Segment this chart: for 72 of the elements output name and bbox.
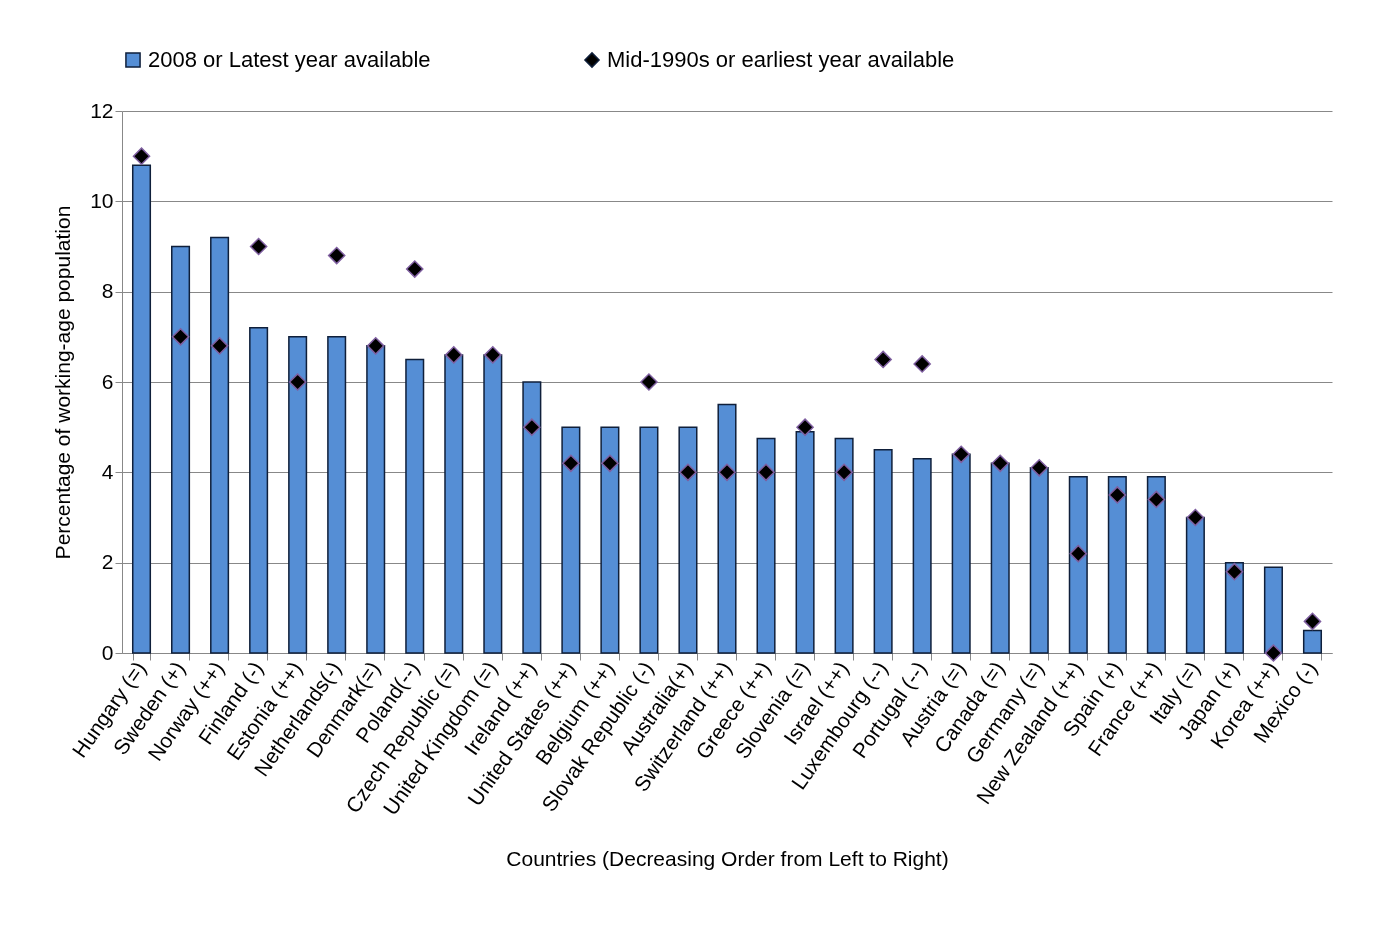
y-axis-title: Percentage of working-age population bbox=[51, 205, 75, 560]
point bbox=[562, 454, 580, 473]
point bbox=[483, 346, 502, 364]
point bbox=[1264, 644, 1283, 662]
bar bbox=[444, 354, 464, 654]
y-tick-label: 6 bbox=[101, 369, 114, 393]
bar bbox=[210, 236, 230, 654]
bar bbox=[522, 381, 542, 654]
y-tick-label: 4 bbox=[101, 459, 114, 483]
bar bbox=[639, 426, 659, 654]
point bbox=[1069, 544, 1088, 563]
bar bbox=[717, 403, 737, 654]
x-axis-title: Countries (Decreasing Order from Left to Right) bbox=[506, 846, 949, 870]
point bbox=[327, 246, 346, 265]
bar bbox=[951, 453, 971, 654]
bar bbox=[1068, 476, 1088, 654]
point bbox=[523, 418, 541, 436]
point bbox=[601, 454, 619, 473]
y-tick-label: 0 bbox=[101, 640, 114, 664]
point bbox=[679, 463, 697, 482]
bar bbox=[1302, 629, 1323, 654]
bar bbox=[1029, 467, 1049, 654]
bar bbox=[1146, 476, 1166, 654]
point bbox=[1030, 459, 1049, 477]
bar bbox=[678, 426, 698, 654]
point bbox=[718, 463, 736, 482]
bar bbox=[131, 164, 152, 654]
bar bbox=[912, 458, 932, 654]
y-tick-label: 12 bbox=[90, 98, 114, 122]
point bbox=[913, 355, 931, 373]
point bbox=[796, 418, 814, 436]
bar bbox=[1107, 476, 1127, 654]
y-tick-label: 2 bbox=[101, 550, 114, 574]
bar bbox=[834, 437, 854, 654]
bar bbox=[366, 345, 386, 654]
point bbox=[444, 346, 463, 364]
point bbox=[835, 463, 853, 482]
point bbox=[405, 260, 424, 278]
y-tick-label: 10 bbox=[90, 188, 114, 212]
y-tick-label: 8 bbox=[101, 279, 114, 303]
point bbox=[1225, 562, 1244, 581]
point bbox=[640, 373, 658, 391]
legend-label: Mid-1990s or earliest year available bbox=[607, 47, 955, 72]
point bbox=[171, 328, 190, 346]
point bbox=[249, 237, 268, 256]
bar bbox=[600, 426, 620, 654]
bar bbox=[795, 430, 815, 654]
point bbox=[952, 445, 971, 464]
bar bbox=[171, 245, 191, 654]
bar bbox=[483, 354, 503, 654]
point bbox=[288, 373, 307, 391]
point bbox=[366, 337, 385, 355]
bar bbox=[561, 426, 581, 654]
point bbox=[1108, 486, 1127, 504]
point bbox=[210, 337, 229, 355]
point bbox=[132, 147, 151, 165]
bar bbox=[1185, 516, 1205, 654]
bar bbox=[405, 358, 425, 654]
point bbox=[874, 350, 892, 369]
bar bbox=[1263, 566, 1283, 654]
bar bbox=[873, 449, 893, 654]
point bbox=[1186, 508, 1205, 527]
point bbox=[1303, 612, 1322, 631]
legend-label: 2008 or Latest year available bbox=[148, 47, 431, 72]
point bbox=[991, 454, 1010, 473]
point bbox=[757, 463, 775, 482]
bar bbox=[249, 327, 269, 654]
bar bbox=[756, 437, 776, 654]
bar bbox=[990, 462, 1010, 654]
bar bbox=[288, 336, 308, 654]
bar bbox=[327, 336, 347, 654]
point bbox=[1147, 490, 1166, 509]
